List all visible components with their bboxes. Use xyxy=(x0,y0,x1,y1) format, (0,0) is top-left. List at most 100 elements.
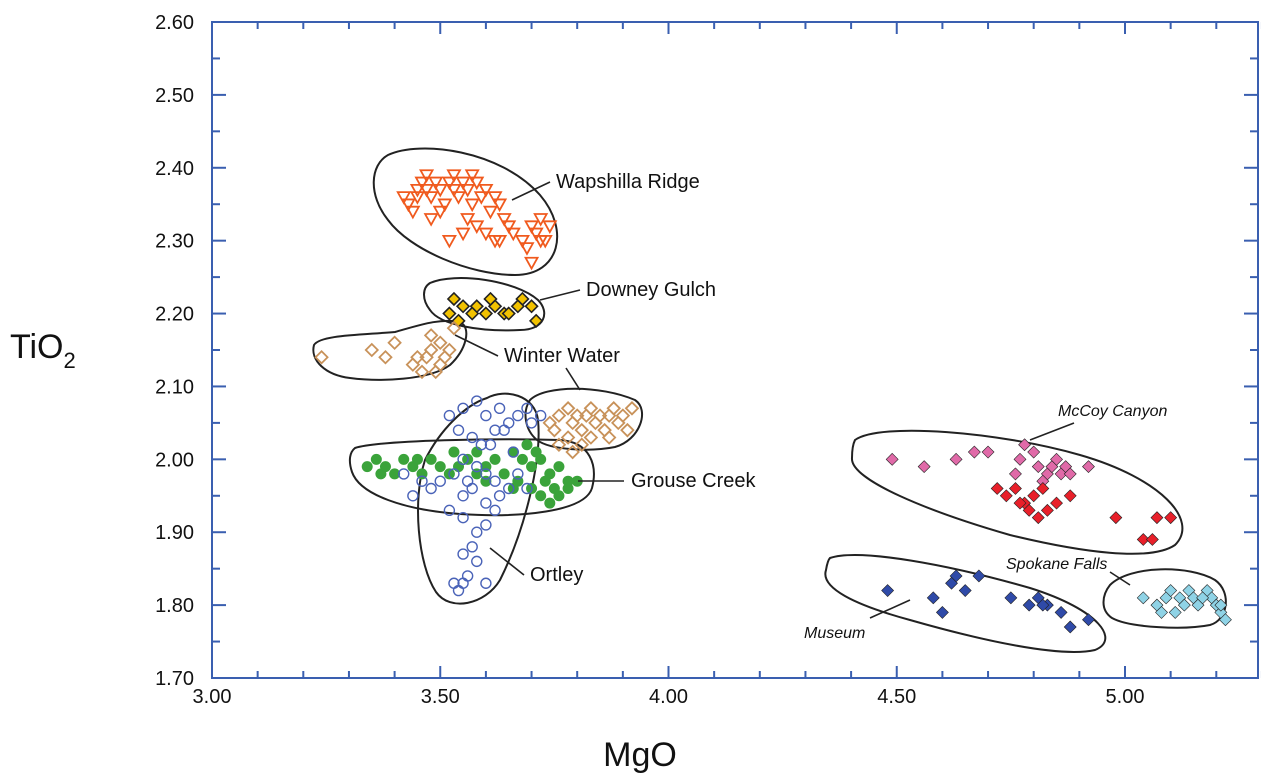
data-point xyxy=(465,306,480,321)
group-enclosures xyxy=(312,147,1227,653)
data-point xyxy=(1031,460,1045,474)
y-tick-label: 1.70 xyxy=(155,668,194,690)
data-points xyxy=(314,169,1232,634)
y-tick-label: 2.50 xyxy=(155,85,194,107)
series-mccoy-canyon xyxy=(990,482,1178,546)
data-point xyxy=(493,490,506,502)
data-point xyxy=(1027,445,1041,459)
data-point xyxy=(967,445,981,459)
data-point xyxy=(615,408,631,423)
data-point xyxy=(489,424,501,436)
data-point xyxy=(489,475,501,487)
data-point xyxy=(466,482,478,495)
leader-line xyxy=(1109,571,1131,586)
data-point xyxy=(512,409,524,422)
data-point xyxy=(524,256,540,271)
data-point xyxy=(375,468,387,480)
data-point xyxy=(457,548,469,560)
data-point xyxy=(461,475,474,487)
data-point xyxy=(461,570,474,582)
wapshilla-ridge-enclosure xyxy=(372,147,559,277)
data-point xyxy=(574,422,590,438)
data-point xyxy=(409,183,425,198)
data-point xyxy=(562,482,574,494)
data-point xyxy=(400,198,416,213)
data-point xyxy=(1036,598,1050,612)
data-point xyxy=(1013,496,1027,510)
data-point xyxy=(525,417,538,429)
data-point xyxy=(926,591,940,605)
downey-gulch-enclosure xyxy=(423,277,546,332)
data-point xyxy=(601,430,617,445)
data-point xyxy=(432,205,448,220)
data-point xyxy=(501,220,517,234)
data-point xyxy=(542,415,558,431)
data-point xyxy=(478,227,494,242)
data-point xyxy=(446,169,462,183)
data-point xyxy=(981,445,995,459)
data-point xyxy=(478,306,494,321)
data-point xyxy=(387,335,402,350)
data-point xyxy=(466,431,478,444)
data-point xyxy=(1022,598,1036,612)
group-label-museum: Museum xyxy=(804,625,865,642)
data-point xyxy=(409,191,425,205)
data-point xyxy=(457,402,469,415)
data-point xyxy=(389,468,401,480)
data-point xyxy=(533,213,549,227)
data-point xyxy=(1036,482,1050,495)
x-tick-labels: 3.00 3.50 4.00 4.50 5.00 xyxy=(193,686,1145,708)
data-point xyxy=(551,408,567,423)
data-point xyxy=(1040,503,1054,517)
data-point xyxy=(487,191,503,205)
data-point xyxy=(1063,489,1077,503)
grouse-creek-enclosure xyxy=(524,387,644,451)
data-point xyxy=(521,482,533,495)
data-point xyxy=(574,437,590,453)
data-point xyxy=(475,439,488,451)
data-point xyxy=(1050,496,1063,510)
data-point xyxy=(492,198,508,213)
data-point xyxy=(446,183,462,198)
data-point xyxy=(469,176,485,191)
series-downey-gulch xyxy=(442,291,544,328)
data-point xyxy=(1136,533,1150,546)
series-ortley xyxy=(398,395,547,597)
group-label-winter-water: Winter Water xyxy=(504,345,620,367)
data-point xyxy=(1219,613,1232,627)
data-point xyxy=(548,482,560,494)
data-point xyxy=(471,395,483,407)
leader-line xyxy=(489,547,525,576)
data-point xyxy=(452,424,465,436)
data-point xyxy=(480,519,492,531)
series-wapshilla-ridge xyxy=(396,169,558,271)
y-tick-label: 2.40 xyxy=(155,158,194,180)
leader-line xyxy=(565,367,581,391)
data-point xyxy=(423,342,439,358)
data-point xyxy=(432,183,448,198)
group-labels: Wapshilla Ridge Downey Gulch Winter Water G… xyxy=(504,171,1167,642)
data-point xyxy=(1031,511,1045,525)
data-point xyxy=(469,220,485,234)
data-point xyxy=(917,460,931,474)
data-point xyxy=(606,401,621,416)
data-point xyxy=(443,504,456,517)
group-label-ortley: Ortley xyxy=(530,564,583,586)
data-point xyxy=(452,584,465,597)
data-point xyxy=(1063,467,1077,481)
data-point xyxy=(423,213,439,227)
data-point xyxy=(448,446,460,458)
data-point xyxy=(597,422,612,438)
data-point xyxy=(972,569,986,583)
x-tick-label: 4.00 xyxy=(649,686,688,708)
leader-line xyxy=(869,599,911,619)
data-point xyxy=(528,313,544,328)
data-point xyxy=(464,169,480,183)
leader-line xyxy=(454,334,499,357)
data-point xyxy=(565,444,580,460)
data-point xyxy=(489,453,501,465)
data-point xyxy=(544,497,556,509)
data-point xyxy=(958,584,972,597)
data-point xyxy=(528,227,544,242)
group-label-wapshilla-ridge: Wapshilla Ridge xyxy=(556,171,700,193)
